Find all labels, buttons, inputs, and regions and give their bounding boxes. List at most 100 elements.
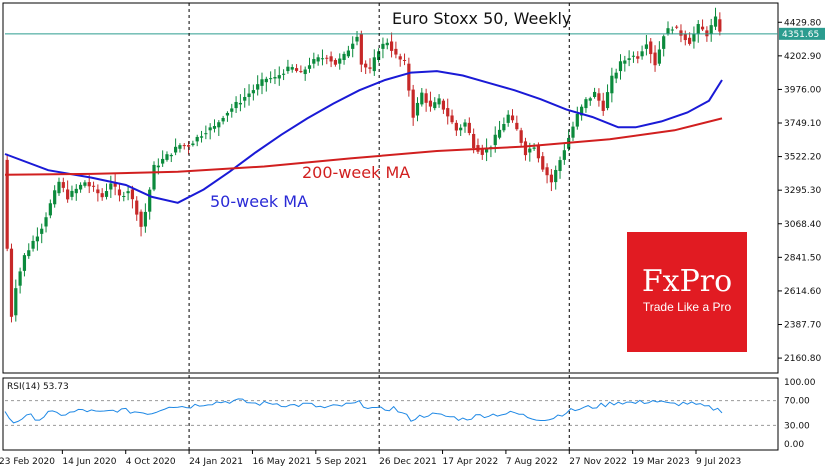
price-candle bbox=[644, 34, 649, 56]
price-candle bbox=[402, 53, 407, 66]
price-candle bbox=[510, 109, 515, 123]
ma200-label: 200-week MA bbox=[302, 163, 410, 182]
price-candle bbox=[662, 34, 666, 57]
price-candle bbox=[135, 196, 139, 221]
y-tick-label: 2614.60 bbox=[784, 287, 821, 297]
price-candle bbox=[96, 184, 100, 202]
price-candle bbox=[459, 124, 463, 137]
price-candle bbox=[217, 120, 221, 136]
price-candle bbox=[433, 97, 437, 111]
x-tick-label: 26 Dec 2021 bbox=[379, 457, 437, 467]
price-candle bbox=[549, 168, 553, 192]
price-candle bbox=[18, 267, 22, 294]
price-candle bbox=[117, 182, 122, 202]
price-candle bbox=[329, 51, 333, 68]
ma-series-line bbox=[4, 70, 723, 204]
price-candle bbox=[273, 69, 277, 85]
price-candle bbox=[454, 120, 458, 136]
price-candle bbox=[281, 69, 286, 81]
price-candle bbox=[269, 71, 273, 84]
price-candle bbox=[649, 38, 653, 64]
price-candle bbox=[44, 212, 48, 233]
price-candle bbox=[91, 181, 96, 192]
price-candle bbox=[545, 163, 549, 184]
price-candle bbox=[204, 125, 208, 140]
price-candle bbox=[27, 243, 31, 259]
rsi-tick-label: 30.00 bbox=[784, 421, 810, 431]
y-tick-label: 2841.50 bbox=[784, 253, 821, 263]
price-candle bbox=[605, 84, 610, 111]
current-price-label: 4351.65 bbox=[782, 30, 819, 40]
price-candle bbox=[299, 65, 303, 74]
price-candle bbox=[290, 64, 294, 73]
price-candle bbox=[31, 235, 35, 252]
price-candle bbox=[320, 49, 325, 66]
price-candle bbox=[100, 188, 104, 201]
price-candle bbox=[683, 30, 687, 46]
axes: 4429.80 4202.90 3976.00 3749.10 3522.20 3295.… bbox=[0, 18, 825, 467]
price-candle bbox=[532, 143, 536, 151]
price-candle bbox=[264, 76, 268, 92]
x-tick-label: 9 Jul 2023 bbox=[696, 457, 741, 467]
price-candle bbox=[696, 20, 700, 43]
rsi-layer: 100.00 70.00 30.00 0.00 bbox=[4, 378, 816, 450]
price-candle bbox=[692, 26, 696, 49]
price-candle bbox=[5, 153, 9, 252]
price-candle bbox=[381, 37, 385, 59]
moving-averages bbox=[4, 70, 723, 204]
price-candle bbox=[191, 140, 195, 147]
x-tick-label: 23 Feb 2020 bbox=[0, 457, 55, 467]
price-candle bbox=[571, 121, 575, 141]
y-tick-label: 2160.80 bbox=[784, 354, 821, 364]
price-candle bbox=[165, 151, 169, 162]
price-candle bbox=[480, 144, 484, 160]
x-tick-label: 14 Jun 2020 bbox=[62, 457, 116, 467]
price-candle bbox=[14, 279, 18, 322]
price-candle bbox=[463, 119, 467, 133]
price-candle bbox=[377, 48, 381, 63]
price-candle bbox=[562, 143, 566, 165]
x-tick-label: 19 Mar 2023 bbox=[633, 457, 690, 467]
price-candle bbox=[446, 98, 450, 125]
price-candle bbox=[225, 111, 230, 122]
price-candle bbox=[126, 186, 130, 201]
x-tick-label: 27 Nov 2022 bbox=[569, 457, 627, 467]
price-candle bbox=[70, 185, 74, 201]
price-candle bbox=[139, 209, 143, 237]
price-candle bbox=[152, 161, 156, 192]
price-candle bbox=[398, 53, 402, 67]
price-candle bbox=[441, 98, 446, 114]
price-candle bbox=[424, 88, 428, 112]
price-candle bbox=[484, 138, 489, 162]
chart-title: Euro Stoxx 50, Weekly bbox=[392, 9, 571, 28]
price-candle bbox=[588, 96, 592, 106]
y-tick-label: 4429.80 bbox=[784, 18, 821, 28]
x-tick-label: 24 Jan 2021 bbox=[189, 457, 243, 467]
price-candle bbox=[57, 177, 61, 196]
ma-series-line bbox=[4, 117, 723, 176]
price-candle bbox=[286, 59, 290, 74]
price-candle bbox=[653, 45, 657, 72]
price-candle bbox=[66, 180, 70, 203]
price-candle bbox=[104, 183, 109, 200]
price-candle bbox=[256, 75, 260, 96]
price-candle bbox=[657, 41, 661, 66]
price-candle bbox=[48, 199, 52, 219]
price-candle bbox=[161, 150, 165, 167]
price-candle bbox=[178, 143, 182, 153]
price-candle bbox=[333, 58, 338, 67]
y-tick-label: 3976.00 bbox=[784, 85, 821, 95]
price-candle bbox=[307, 57, 312, 73]
price-candle bbox=[368, 58, 372, 74]
price-candle bbox=[186, 141, 191, 155]
rsi-tick-label: 70.00 bbox=[784, 397, 810, 407]
price-candle bbox=[411, 84, 415, 126]
price-candle bbox=[618, 54, 623, 80]
x-tick-label: 7 Aug 2022 bbox=[506, 457, 558, 467]
rsi-label: RSI(14) 53.73 bbox=[7, 382, 69, 392]
x-tick-label: 17 Apr 2022 bbox=[443, 457, 499, 467]
price-candle bbox=[385, 38, 389, 50]
y-tick-label: 3295.30 bbox=[784, 186, 821, 196]
vertical-markers bbox=[188, 3, 570, 450]
